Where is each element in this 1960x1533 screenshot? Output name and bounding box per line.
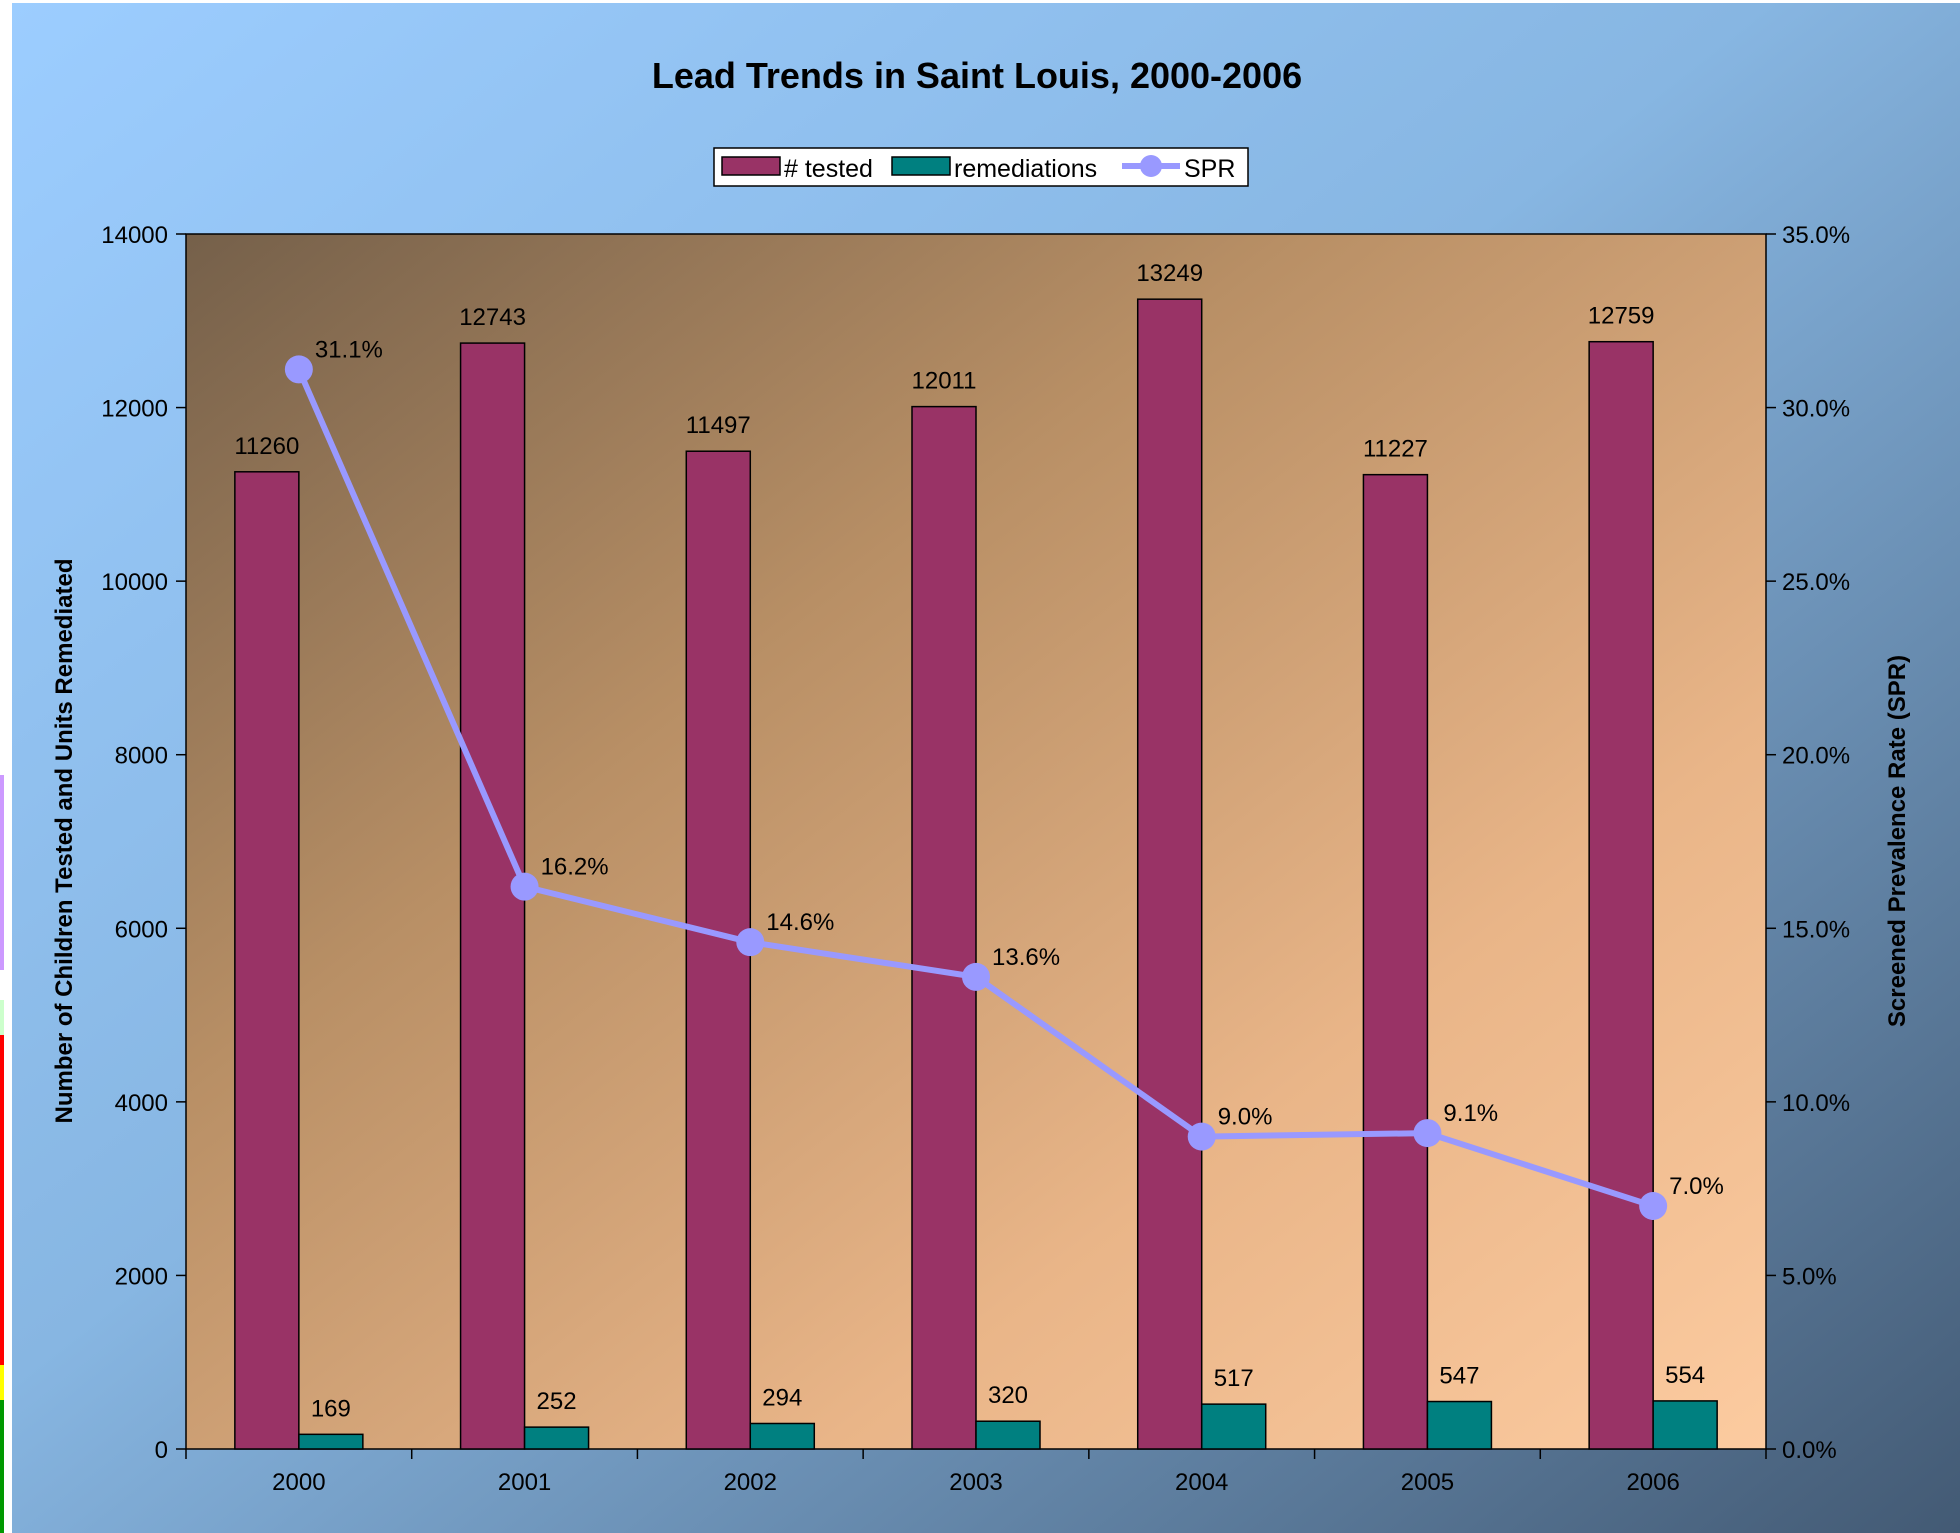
y-tick-label: 2000 — [115, 1263, 168, 1290]
left-edge-strip-darkgreen — [0, 1400, 4, 1533]
data-label-spr: 9.1% — [1443, 1100, 1498, 1127]
bar-remediations — [1652, 1400, 1718, 1450]
y-axis-title: Number of Children Tested and Units Reme… — [51, 559, 78, 1124]
y2-tick-label: 20.0% — [1782, 743, 1850, 770]
bar-tested — [459, 342, 526, 1450]
spr-point — [1187, 1122, 1216, 1151]
y2-tick-label: 0.0% — [1782, 1437, 1837, 1464]
data-label-remediations: 547 — [1439, 1363, 1479, 1390]
bar-tested — [1136, 298, 1203, 1450]
y-tick-label: 14000 — [101, 222, 168, 249]
data-label-tested: 13249 — [1136, 260, 1203, 287]
data-label-tested: 11260 — [234, 433, 299, 460]
y-tick-label: 10000 — [101, 569, 168, 596]
left-edge-strip-red — [0, 1035, 4, 1365]
x-tick-label: 2003 — [949, 1469, 1002, 1496]
data-label-tested: 12743 — [459, 304, 526, 331]
data-label-tested: 11227 — [1363, 436, 1428, 463]
y2-tick-label: 35.0% — [1782, 222, 1850, 249]
legend: # tested remediations SPR — [713, 147, 1249, 187]
x-tick-label: 2000 — [272, 1469, 325, 1496]
y-tick-label: 6000 — [115, 916, 168, 943]
bar-remediations — [1200, 1403, 1267, 1450]
spr-point — [962, 962, 990, 991]
data-label-remediations: 517 — [1214, 1365, 1254, 1392]
spr-point — [1639, 1192, 1668, 1220]
y2-tick-label: 10.0% — [1782, 1090, 1850, 1117]
left-edge-strip-yellow — [0, 1365, 4, 1400]
y-tick-label: 8000 — [115, 743, 168, 770]
spr-point — [284, 355, 313, 384]
chart-title: Lead Trends in Saint Louis, 2000-2006 — [652, 55, 1302, 96]
data-label-remediations: 252 — [537, 1388, 577, 1415]
y2-tick-label: 30.0% — [1782, 396, 1850, 423]
bar-remediations — [749, 1422, 816, 1450]
bar-tested — [234, 471, 300, 1450]
y-tick-label: 12000 — [101, 396, 168, 423]
legend-swatch-remediations — [891, 156, 951, 176]
data-label-spr: 14.6% — [766, 909, 834, 936]
bar-remediations — [523, 1426, 590, 1450]
data-label-spr: 13.6% — [992, 944, 1060, 971]
spr-point — [510, 872, 539, 901]
bar-tested — [911, 405, 977, 1450]
data-label-spr: 9.0% — [1218, 1104, 1273, 1131]
spr-point — [1413, 1119, 1442, 1148]
x-tick-label: 2006 — [1626, 1469, 1679, 1496]
data-label-remediations: 320 — [988, 1382, 1028, 1409]
legend-label-remediations: remediations — [954, 155, 1097, 183]
bar-remediations — [975, 1420, 1041, 1450]
x-tick-label: 2001 — [498, 1469, 551, 1496]
legend-swatch-spr-marker — [1140, 155, 1162, 177]
data-label-tested: 12011 — [912, 368, 977, 395]
bar-tested — [1588, 340, 1654, 1450]
y-tick-label: 0 — [155, 1437, 168, 1464]
x-tick-label: 2004 — [1175, 1469, 1228, 1496]
y2-tick-label: 15.0% — [1782, 916, 1850, 943]
y2-tick-label: 5.0% — [1782, 1263, 1837, 1290]
y-tick-label: 4000 — [115, 1090, 168, 1117]
y2-axis-title: Screened Prevalence Rate (SPR) — [1884, 655, 1911, 1027]
legend-label-spr: SPR — [1184, 155, 1235, 183]
left-edge-strip-purple — [0, 775, 4, 970]
bar-tested — [1362, 473, 1429, 1450]
left-edge-strip-green — [0, 1000, 4, 1035]
y2-tick-label: 25.0% — [1782, 569, 1850, 596]
bar-remediations — [1426, 1400, 1493, 1450]
legend-swatch-tested — [721, 156, 781, 176]
bar-remediations — [298, 1433, 364, 1450]
data-label-remediations: 169 — [311, 1395, 351, 1422]
data-label-remediations: 554 — [1665, 1362, 1705, 1389]
data-label-tested: 12759 — [1588, 303, 1655, 330]
data-label-tested: 11497 — [686, 412, 751, 439]
x-tick-label: 2002 — [724, 1469, 777, 1496]
data-label-spr: 7.0% — [1669, 1173, 1724, 1200]
x-tick-label: 2005 — [1401, 1469, 1454, 1496]
data-label-remediations: 294 — [762, 1384, 802, 1411]
legend-label-tested: # tested — [784, 155, 873, 183]
spr-point — [736, 928, 765, 957]
data-label-spr: 31.1% — [315, 336, 383, 363]
data-label-spr: 16.2% — [541, 854, 609, 881]
